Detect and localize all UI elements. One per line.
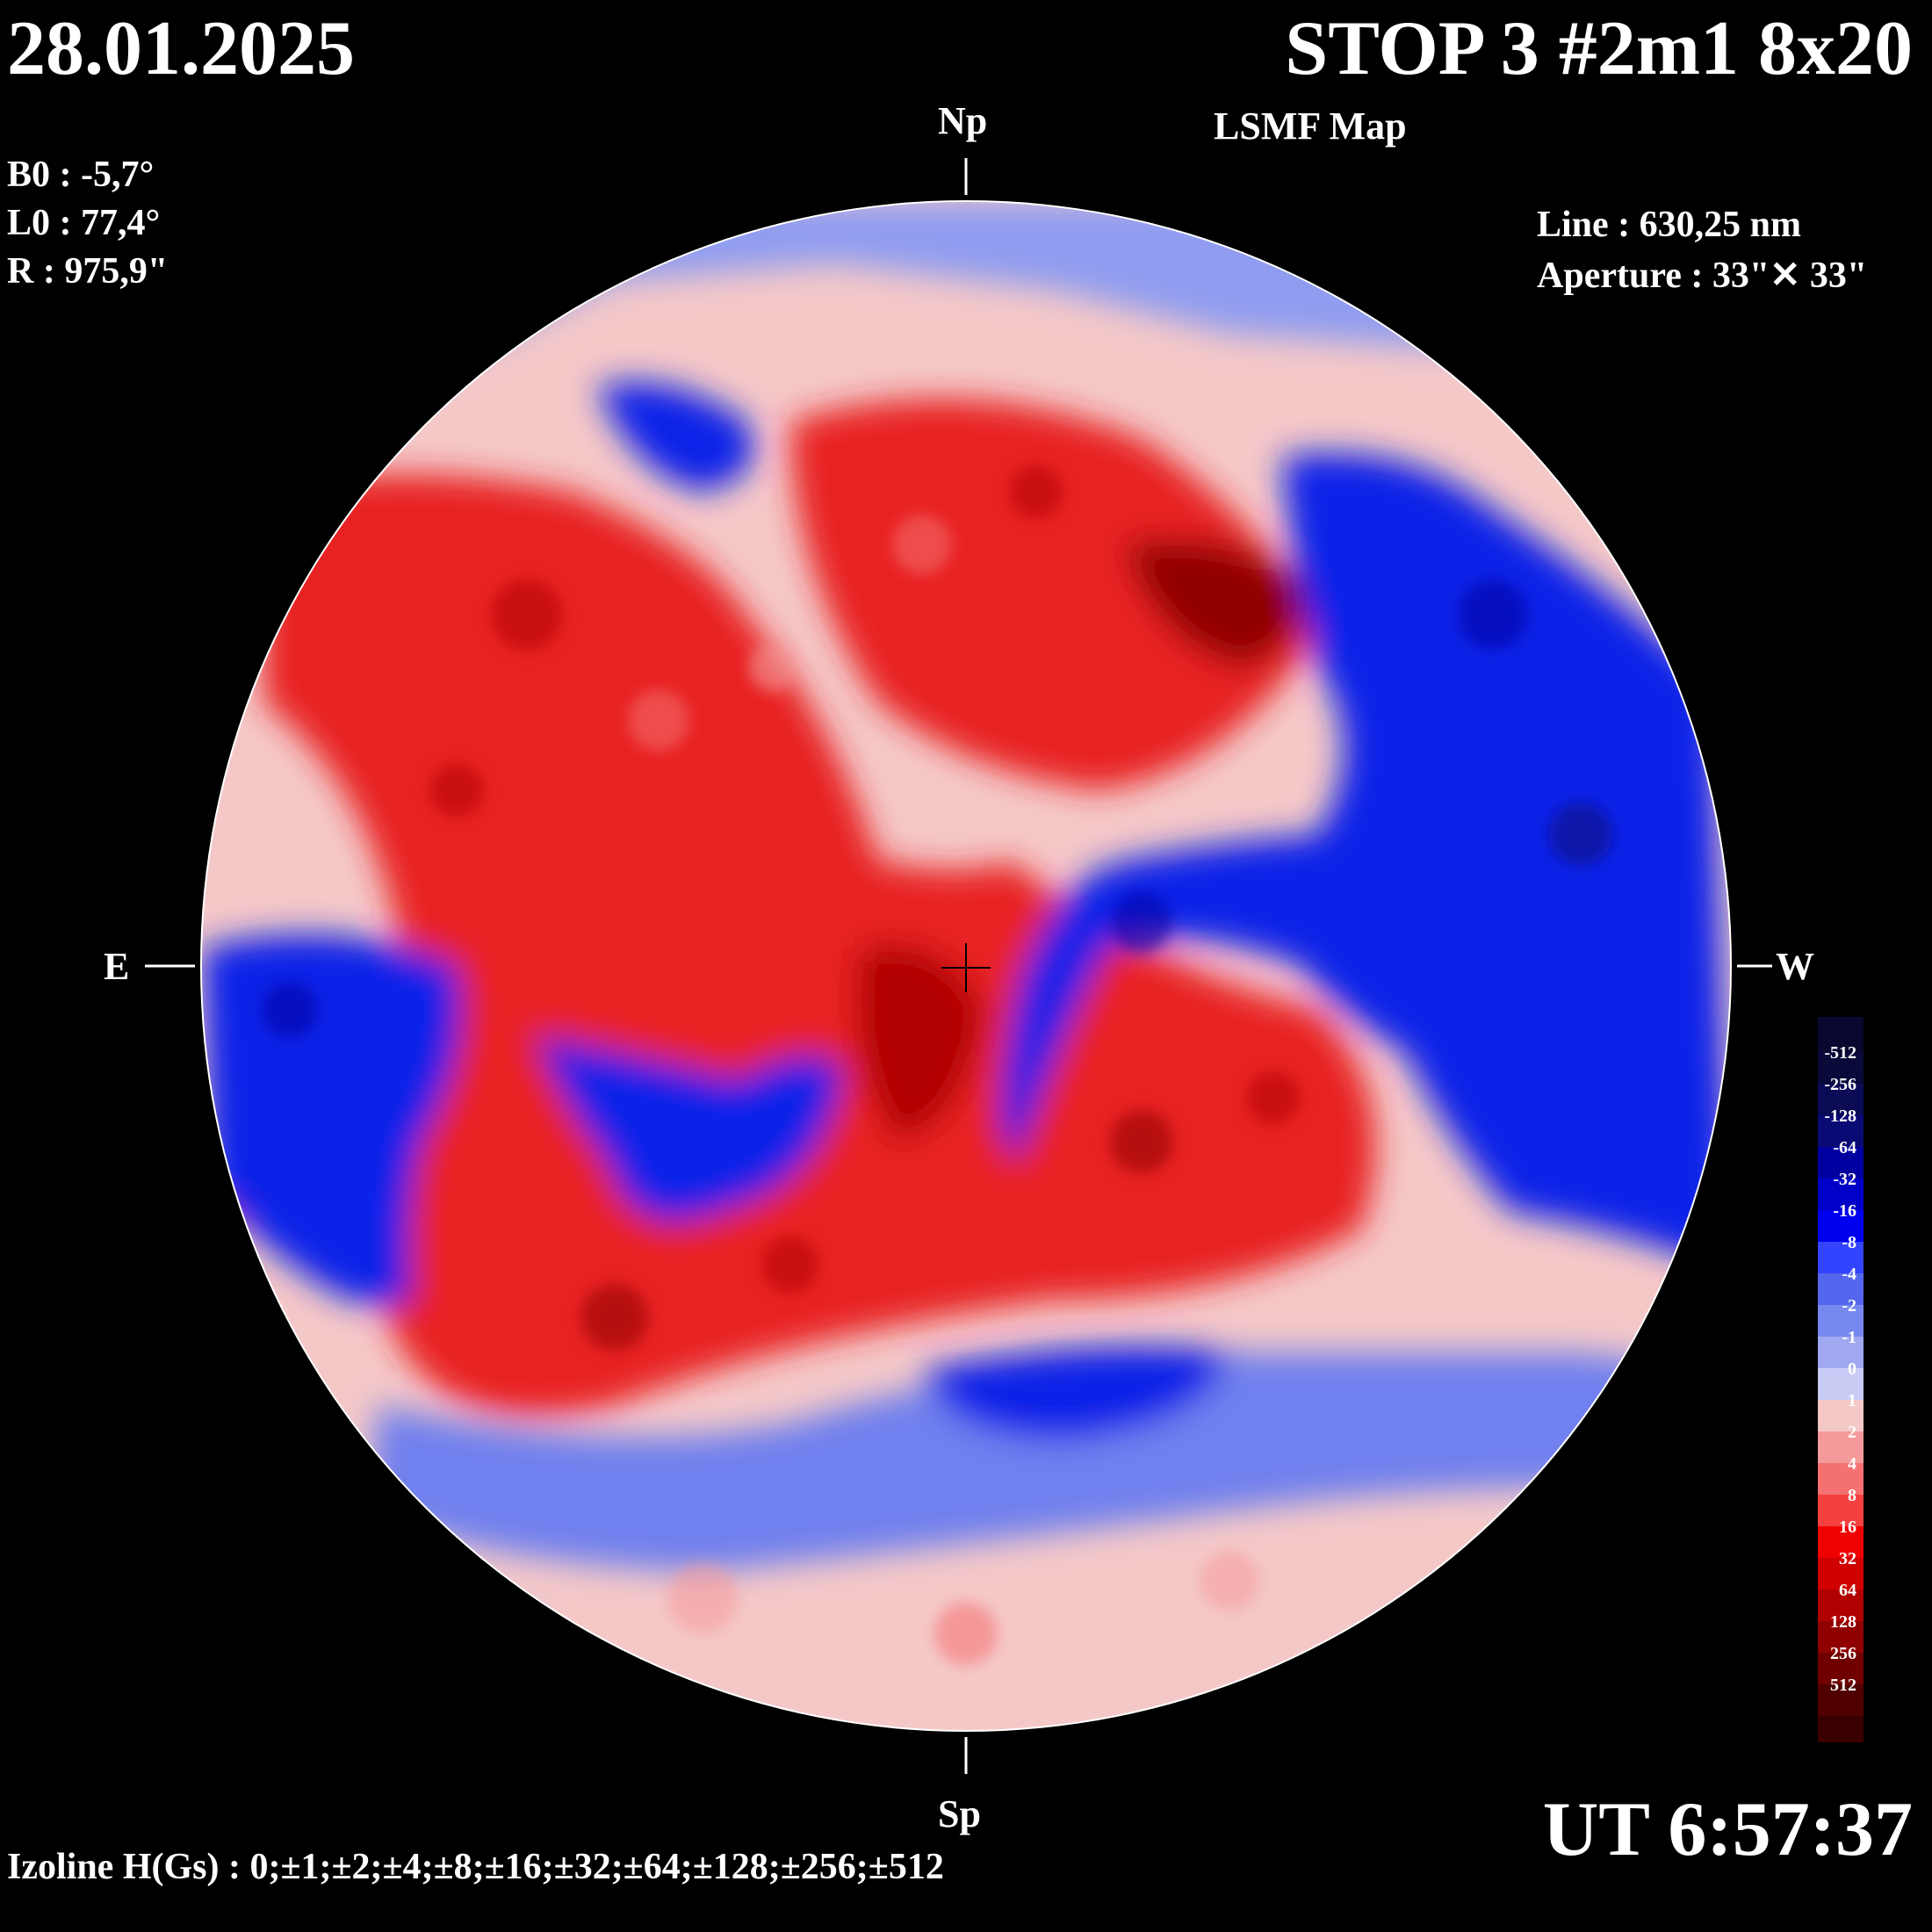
legend-label: 8 — [1848, 1486, 1856, 1505]
south-pole-label: Sp — [938, 1792, 981, 1835]
aperture: Aperture : 33"✕ 33" — [1537, 256, 1868, 296]
legend-label: -16 — [1833, 1201, 1856, 1221]
legend-swatch — [1818, 1368, 1864, 1400]
legend-label: -128 — [1824, 1107, 1856, 1126]
legend-label: 128 — [1830, 1612, 1856, 1632]
axis-ticks — [145, 158, 1772, 1774]
legend-swatch — [1818, 1463, 1864, 1495]
legend-label: 32 — [1839, 1549, 1856, 1568]
legend-swatch — [1818, 1115, 1864, 1147]
legend-label: -4 — [1842, 1265, 1856, 1284]
param-b0: B0 : -5,7° — [7, 155, 155, 195]
legend-swatch — [1818, 1242, 1864, 1273]
legend-swatch — [1818, 1526, 1864, 1558]
universal-time: UT 6:57:37 — [1542, 1787, 1913, 1872]
legend-label: 512 — [1830, 1676, 1856, 1695]
legend-swatch — [1818, 1431, 1864, 1463]
legend-label: -32 — [1833, 1170, 1856, 1189]
izoline-levels: Izoline H(Gs) : 0;±1;±2;±4;±8;±16;±32;±6… — [7, 1847, 944, 1887]
legend-swatch — [1818, 1337, 1864, 1368]
legend-label: -1 — [1842, 1328, 1856, 1347]
legend-swatch — [1818, 1305, 1864, 1337]
param-r: R : 975,9" — [7, 251, 169, 292]
legend-swatch — [1818, 1400, 1864, 1431]
legend-label: 1 — [1848, 1391, 1856, 1410]
map-title: STOP 3 #2m1 8x20 — [1285, 6, 1913, 91]
legend-label: 2 — [1848, 1423, 1856, 1442]
legend-cap-top — [1818, 1017, 1864, 1052]
legend-label: -2 — [1842, 1296, 1856, 1316]
legend-swatch — [1818, 1495, 1864, 1526]
legend-label: 4 — [1848, 1454, 1856, 1474]
legend-label: 0 — [1848, 1359, 1856, 1379]
legend-swatch — [1818, 1052, 1864, 1084]
legend-label: 64 — [1839, 1581, 1856, 1600]
color-legend: -512 -256 -128 -64 -32 -16 -8 -4 -2 -1 0 1 2 4 8 16 32 64… — [1818, 1017, 1864, 1742]
center-crosshair — [941, 943, 991, 992]
legend-swatch — [1818, 1084, 1864, 1115]
east-label: E — [104, 945, 130, 988]
legend-swatch — [1818, 1273, 1864, 1305]
legend-cap-bottom — [1818, 1716, 1864, 1742]
legend-swatch — [1818, 1684, 1864, 1716]
observation-date: 28.01.2025 — [7, 6, 355, 91]
spectral-line: Line : 630,25 nm — [1537, 205, 1802, 245]
legend-label: -512 — [1824, 1043, 1856, 1063]
legend-swatch — [1818, 1621, 1864, 1653]
legend-swatch — [1818, 1179, 1864, 1210]
legend-swatch — [1818, 1653, 1864, 1684]
north-pole-label: Np — [938, 99, 988, 142]
legend-label: -64 — [1833, 1138, 1856, 1157]
legend-label: 256 — [1830, 1644, 1856, 1663]
legend-swatch — [1818, 1558, 1864, 1590]
map-subtitle: LSMF Map — [1214, 105, 1407, 148]
legend-swatch — [1818, 1147, 1864, 1179]
legend-label: -8 — [1842, 1233, 1856, 1252]
param-l0: L0 : 77,4° — [7, 203, 161, 243]
west-label: W — [1776, 945, 1814, 988]
legend-swatch — [1818, 1210, 1864, 1242]
legend-label: 16 — [1839, 1517, 1856, 1537]
legend-swatch — [1818, 1590, 1864, 1621]
legend-label: -256 — [1824, 1075, 1856, 1094]
